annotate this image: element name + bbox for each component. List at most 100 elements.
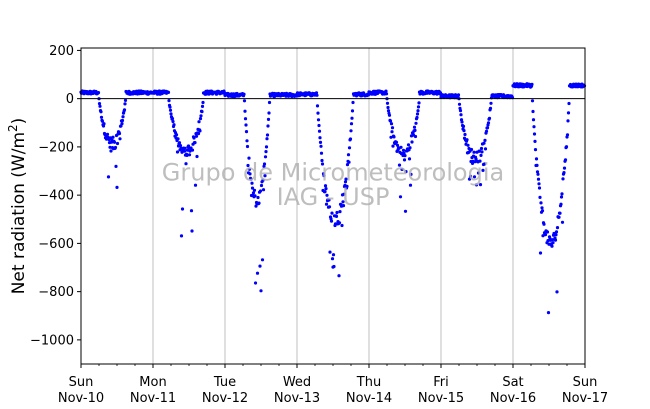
data-point bbox=[394, 140, 399, 144]
data-point bbox=[322, 174, 326, 178]
data-point bbox=[327, 198, 331, 202]
data-point bbox=[399, 145, 403, 149]
data-point bbox=[316, 118, 321, 122]
data-point bbox=[175, 150, 180, 154]
data-point bbox=[187, 153, 192, 157]
data-point bbox=[318, 136, 322, 140]
data-point bbox=[478, 159, 482, 163]
data-point bbox=[112, 140, 117, 144]
data-point bbox=[467, 146, 471, 151]
data-point bbox=[252, 188, 257, 192]
data-point bbox=[551, 241, 555, 245]
x-tick-date: Nov-10 bbox=[58, 391, 104, 406]
data-point bbox=[487, 116, 492, 120]
data-point bbox=[265, 137, 269, 141]
y-axis-label-main: Net radiation (W/m bbox=[9, 132, 29, 294]
data-point bbox=[259, 289, 263, 293]
data-point bbox=[532, 125, 536, 129]
data-point bbox=[334, 214, 339, 218]
data-point bbox=[98, 104, 102, 108]
data-point bbox=[558, 211, 562, 215]
data-point bbox=[347, 146, 352, 150]
data-point bbox=[258, 189, 263, 193]
data-point bbox=[200, 110, 204, 114]
data-point bbox=[533, 148, 538, 152]
data-point bbox=[99, 110, 103, 114]
data-point bbox=[481, 168, 485, 172]
data-point bbox=[262, 164, 266, 168]
data-point bbox=[105, 132, 110, 136]
data-point bbox=[264, 145, 269, 149]
data-point bbox=[196, 132, 201, 136]
data-point bbox=[197, 120, 201, 124]
data-point bbox=[466, 143, 470, 147]
data-point bbox=[349, 122, 354, 126]
data-point bbox=[460, 120, 464, 124]
data-point bbox=[387, 113, 392, 117]
y-tick-label: 200 bbox=[49, 44, 74, 59]
data-point bbox=[386, 105, 390, 110]
data-point bbox=[532, 132, 537, 136]
data-point bbox=[562, 166, 567, 170]
data-point bbox=[457, 102, 462, 106]
data-point bbox=[473, 160, 477, 164]
data-point bbox=[342, 192, 346, 196]
data-point bbox=[488, 106, 493, 110]
data-point bbox=[332, 264, 336, 269]
data-point bbox=[480, 150, 484, 154]
data-point bbox=[249, 177, 253, 181]
data-point bbox=[115, 185, 119, 189]
data-point bbox=[563, 158, 568, 162]
data-point bbox=[264, 150, 268, 154]
data-point bbox=[389, 122, 394, 126]
data-point bbox=[242, 92, 246, 96]
data-point bbox=[536, 177, 541, 181]
watermark-line-1: Grupo de Micrometeorologia bbox=[162, 159, 504, 187]
x-tick-day: Tue bbox=[213, 375, 236, 390]
x-tick-date: Nov-12 bbox=[202, 391, 248, 406]
data-point bbox=[315, 93, 319, 97]
data-point bbox=[350, 109, 355, 113]
data-point bbox=[341, 204, 346, 208]
data-point bbox=[114, 164, 118, 168]
data-point bbox=[348, 137, 353, 141]
data-point bbox=[465, 138, 469, 142]
data-point bbox=[388, 119, 393, 123]
data-point bbox=[193, 141, 197, 145]
data-point bbox=[169, 112, 173, 116]
data-point bbox=[477, 149, 482, 153]
data-point bbox=[244, 123, 248, 127]
data-point bbox=[166, 90, 171, 94]
data-point bbox=[256, 195, 260, 200]
data-point bbox=[199, 114, 203, 118]
data-point bbox=[484, 129, 489, 133]
y-axis-label: Net radiation (W/m2) bbox=[6, 118, 29, 295]
data-point bbox=[462, 129, 466, 133]
data-point bbox=[474, 157, 478, 161]
data-point bbox=[459, 113, 463, 117]
data-point bbox=[244, 130, 249, 134]
data-point bbox=[180, 207, 185, 211]
data-point bbox=[456, 93, 461, 97]
data-point bbox=[531, 118, 536, 122]
data-point bbox=[319, 151, 324, 155]
data-point bbox=[343, 180, 348, 184]
data-point bbox=[250, 186, 255, 190]
data-point bbox=[472, 150, 476, 154]
data-point bbox=[185, 153, 189, 157]
data-point bbox=[183, 146, 187, 150]
data-point bbox=[351, 100, 355, 105]
data-point bbox=[317, 123, 321, 128]
data-point bbox=[263, 174, 267, 178]
data-point bbox=[335, 210, 339, 215]
x-tick-date: Nov-15 bbox=[418, 391, 464, 406]
data-point bbox=[330, 257, 335, 261]
data-point bbox=[413, 134, 418, 139]
data-point bbox=[408, 146, 412, 150]
data-point bbox=[190, 229, 194, 233]
data-point bbox=[111, 135, 115, 139]
data-point bbox=[172, 123, 176, 127]
data-point bbox=[329, 219, 334, 223]
data-point bbox=[337, 274, 341, 278]
data-point bbox=[102, 122, 106, 126]
